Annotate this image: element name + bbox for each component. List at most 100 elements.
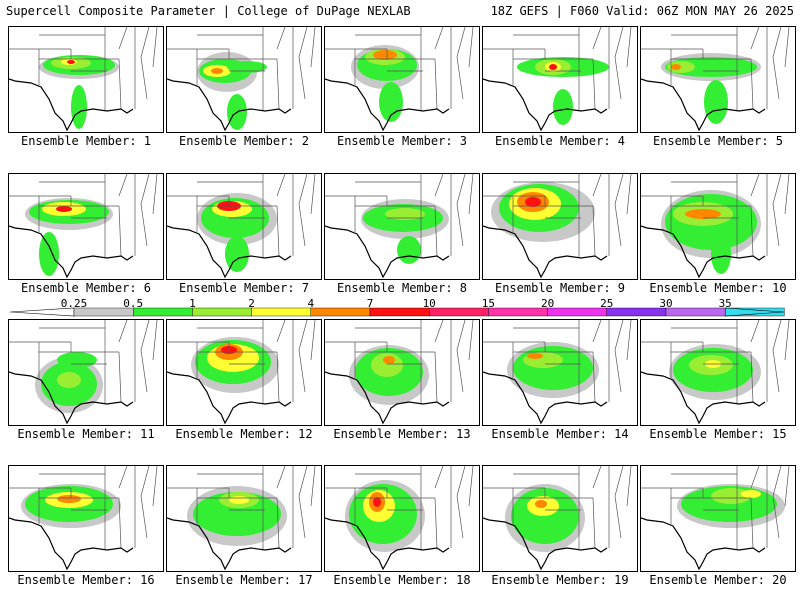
ensemble-panel — [482, 173, 638, 280]
colorbar-tick-label: 0.5 — [123, 297, 144, 310]
scp-contour — [67, 60, 75, 64]
scp-map — [9, 320, 158, 425]
state-border — [614, 174, 624, 247]
panel-label: Ensemble Member: 3 — [336, 134, 468, 148]
state-border — [152, 320, 158, 361]
state-border — [276, 497, 280, 549]
state-border — [784, 27, 790, 68]
colorbar-segment — [606, 307, 667, 317]
scp-contour — [553, 89, 573, 125]
state-border — [750, 351, 754, 403]
scp-map — [325, 174, 474, 279]
state-border — [626, 174, 632, 215]
coastline — [483, 517, 608, 571]
state-border — [784, 466, 790, 507]
panel-label: Ensemble Member: 4 — [494, 134, 626, 148]
ensemble-panel — [8, 319, 164, 426]
state-border — [772, 466, 782, 539]
coastline — [9, 225, 134, 279]
panel-label: Ensemble Member: 2 — [178, 134, 310, 148]
ensemble-panel — [324, 26, 480, 133]
state-border — [772, 27, 782, 100]
state-border — [592, 497, 596, 549]
state-border — [310, 466, 316, 507]
coastline — [167, 371, 292, 425]
scp-contour — [385, 208, 425, 220]
state-border — [276, 205, 280, 257]
scp-map — [641, 174, 790, 279]
panel-label: Ensemble Member: 14 — [491, 427, 629, 441]
state-border — [118, 27, 128, 50]
ensemble-panel — [640, 173, 796, 280]
state-border — [118, 351, 122, 403]
scp-map — [483, 174, 632, 279]
state-border — [592, 320, 602, 343]
state-border — [750, 205, 754, 257]
coastline — [483, 78, 608, 132]
scp-map — [483, 466, 632, 571]
state-border — [750, 466, 760, 489]
state-border — [276, 58, 280, 110]
colorbar-tick-label: 30 — [659, 297, 673, 310]
colorbar-tick-label: 1 — [189, 297, 196, 310]
scp-map — [641, 320, 790, 425]
scp-contour — [57, 372, 81, 388]
ensemble-panel — [640, 319, 796, 426]
scp-contour — [211, 68, 223, 74]
colorbar — [10, 307, 785, 317]
ensemble-panel — [8, 173, 164, 280]
state-border — [626, 466, 632, 507]
panel-label: Ensemble Member: 13 — [333, 427, 471, 441]
scp-contour — [397, 236, 421, 264]
state-border — [468, 320, 474, 361]
panel-label: Ensemble Member: 12 — [175, 427, 313, 441]
ensemble-panel — [166, 465, 322, 572]
scp-map — [9, 466, 158, 571]
state-border — [434, 466, 444, 489]
colorbar-segment — [488, 307, 548, 317]
state-border — [152, 174, 158, 215]
coastline — [9, 78, 134, 132]
scp-contour — [383, 356, 395, 364]
state-border — [468, 466, 474, 507]
coastline — [641, 517, 766, 571]
scp-map — [325, 27, 474, 132]
scp-contour — [57, 495, 81, 503]
valid-time: 18Z GEFS | F060 Valid: 06Z MON MAY 26 20… — [490, 4, 794, 18]
scp-contour — [527, 353, 543, 359]
colorbar-segment — [310, 307, 371, 317]
panel-label: Ensemble Member: 19 — [491, 573, 629, 587]
scp-contour — [535, 500, 547, 508]
state-border — [750, 320, 760, 343]
colorbar-segment — [665, 307, 726, 317]
ensemble-panel — [324, 319, 480, 426]
ensemble-panel — [640, 465, 796, 572]
ensemble-panel — [324, 173, 480, 280]
ensemble-panel — [166, 173, 322, 280]
state-border — [456, 174, 466, 247]
scp-contour — [711, 488, 751, 504]
state-border — [310, 320, 316, 361]
state-border — [750, 27, 760, 50]
state-border — [118, 320, 128, 343]
ensemble-panel — [8, 26, 164, 133]
scp-contour — [71, 85, 87, 129]
colorbar-tick-label: 4 — [307, 297, 315, 310]
scp-map — [325, 320, 474, 425]
ensemble-panel — [640, 26, 796, 133]
state-border — [456, 320, 466, 393]
colorbar-segment — [369, 307, 430, 317]
panel-label: Ensemble Member: 18 — [333, 573, 471, 587]
state-border — [614, 27, 624, 100]
coastline — [167, 517, 292, 571]
scp-map — [483, 320, 632, 425]
panel-label: Ensemble Member: 20 — [649, 573, 787, 587]
state-border — [784, 174, 790, 215]
scp-contour — [711, 234, 731, 274]
ensemble-panel — [166, 26, 322, 133]
state-border — [456, 466, 466, 539]
ensemble-panel — [482, 465, 638, 572]
state-border — [468, 27, 474, 68]
scp-contour — [373, 497, 381, 507]
panel-label: Ensemble Member: 10 — [649, 281, 787, 295]
